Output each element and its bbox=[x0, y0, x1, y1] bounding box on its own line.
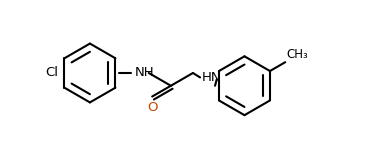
Text: HN: HN bbox=[202, 71, 222, 84]
Text: CH₃: CH₃ bbox=[286, 48, 308, 61]
Text: O: O bbox=[147, 102, 158, 114]
Text: NH: NH bbox=[135, 67, 155, 79]
Text: Cl: Cl bbox=[46, 67, 58, 79]
